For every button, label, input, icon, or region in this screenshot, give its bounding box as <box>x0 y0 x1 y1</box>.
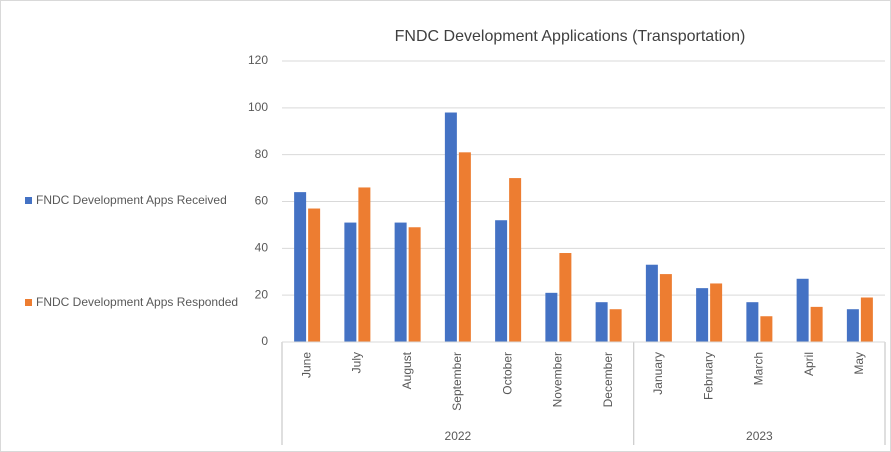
bar <box>609 309 622 342</box>
x-tick-label: November <box>551 352 565 407</box>
bar <box>294 192 307 342</box>
bar <box>509 178 522 342</box>
bar <box>545 292 558 342</box>
legend-swatch <box>25 299 32 306</box>
bar <box>696 288 709 342</box>
x-tick-label: January <box>651 352 665 395</box>
bar <box>344 222 357 342</box>
x-tick-label: April <box>802 352 816 376</box>
x-tick-label: March <box>752 352 766 385</box>
bar <box>810 306 823 342</box>
group-label: 2023 <box>746 429 773 443</box>
y-tick-label: 20 <box>255 287 269 301</box>
x-tick-label: September <box>450 352 464 411</box>
y-tick-label: 0 <box>261 334 268 348</box>
legend-swatch <box>25 197 32 204</box>
bar <box>846 309 859 342</box>
x-tick-label: December <box>601 352 615 407</box>
y-tick-label: 80 <box>255 147 269 161</box>
bar <box>559 253 572 342</box>
bar <box>710 283 723 342</box>
group-label: 2022 <box>445 429 472 443</box>
legend-label: FNDC Development Apps Received <box>36 193 227 207</box>
chart-title: FNDC Development Applications (Transport… <box>395 28 746 45</box>
bar <box>860 297 873 342</box>
bar <box>796 278 809 342</box>
y-tick-label: 40 <box>255 241 269 255</box>
bar <box>358 187 371 342</box>
bar <box>645 264 658 342</box>
bar <box>394 222 407 342</box>
bar <box>746 302 759 342</box>
y-tick-label: 60 <box>255 194 269 208</box>
x-tick-label: August <box>400 351 414 389</box>
bar <box>495 220 508 342</box>
x-tick-label: July <box>350 352 364 373</box>
x-tick-label: June <box>299 352 313 378</box>
y-tick-label: 100 <box>248 100 268 114</box>
bar <box>659 274 672 342</box>
bar <box>595 302 608 342</box>
bar <box>408 227 421 342</box>
x-tick-label: February <box>701 352 715 400</box>
bar <box>308 208 321 342</box>
x-tick-label: October <box>500 352 514 395</box>
legend-label: FNDC Development Apps Responded <box>36 295 238 309</box>
x-tick-label: May <box>852 352 866 375</box>
bar <box>760 316 773 342</box>
bar <box>444 112 457 343</box>
y-tick-label: 120 <box>248 53 268 67</box>
bar <box>458 152 471 342</box>
